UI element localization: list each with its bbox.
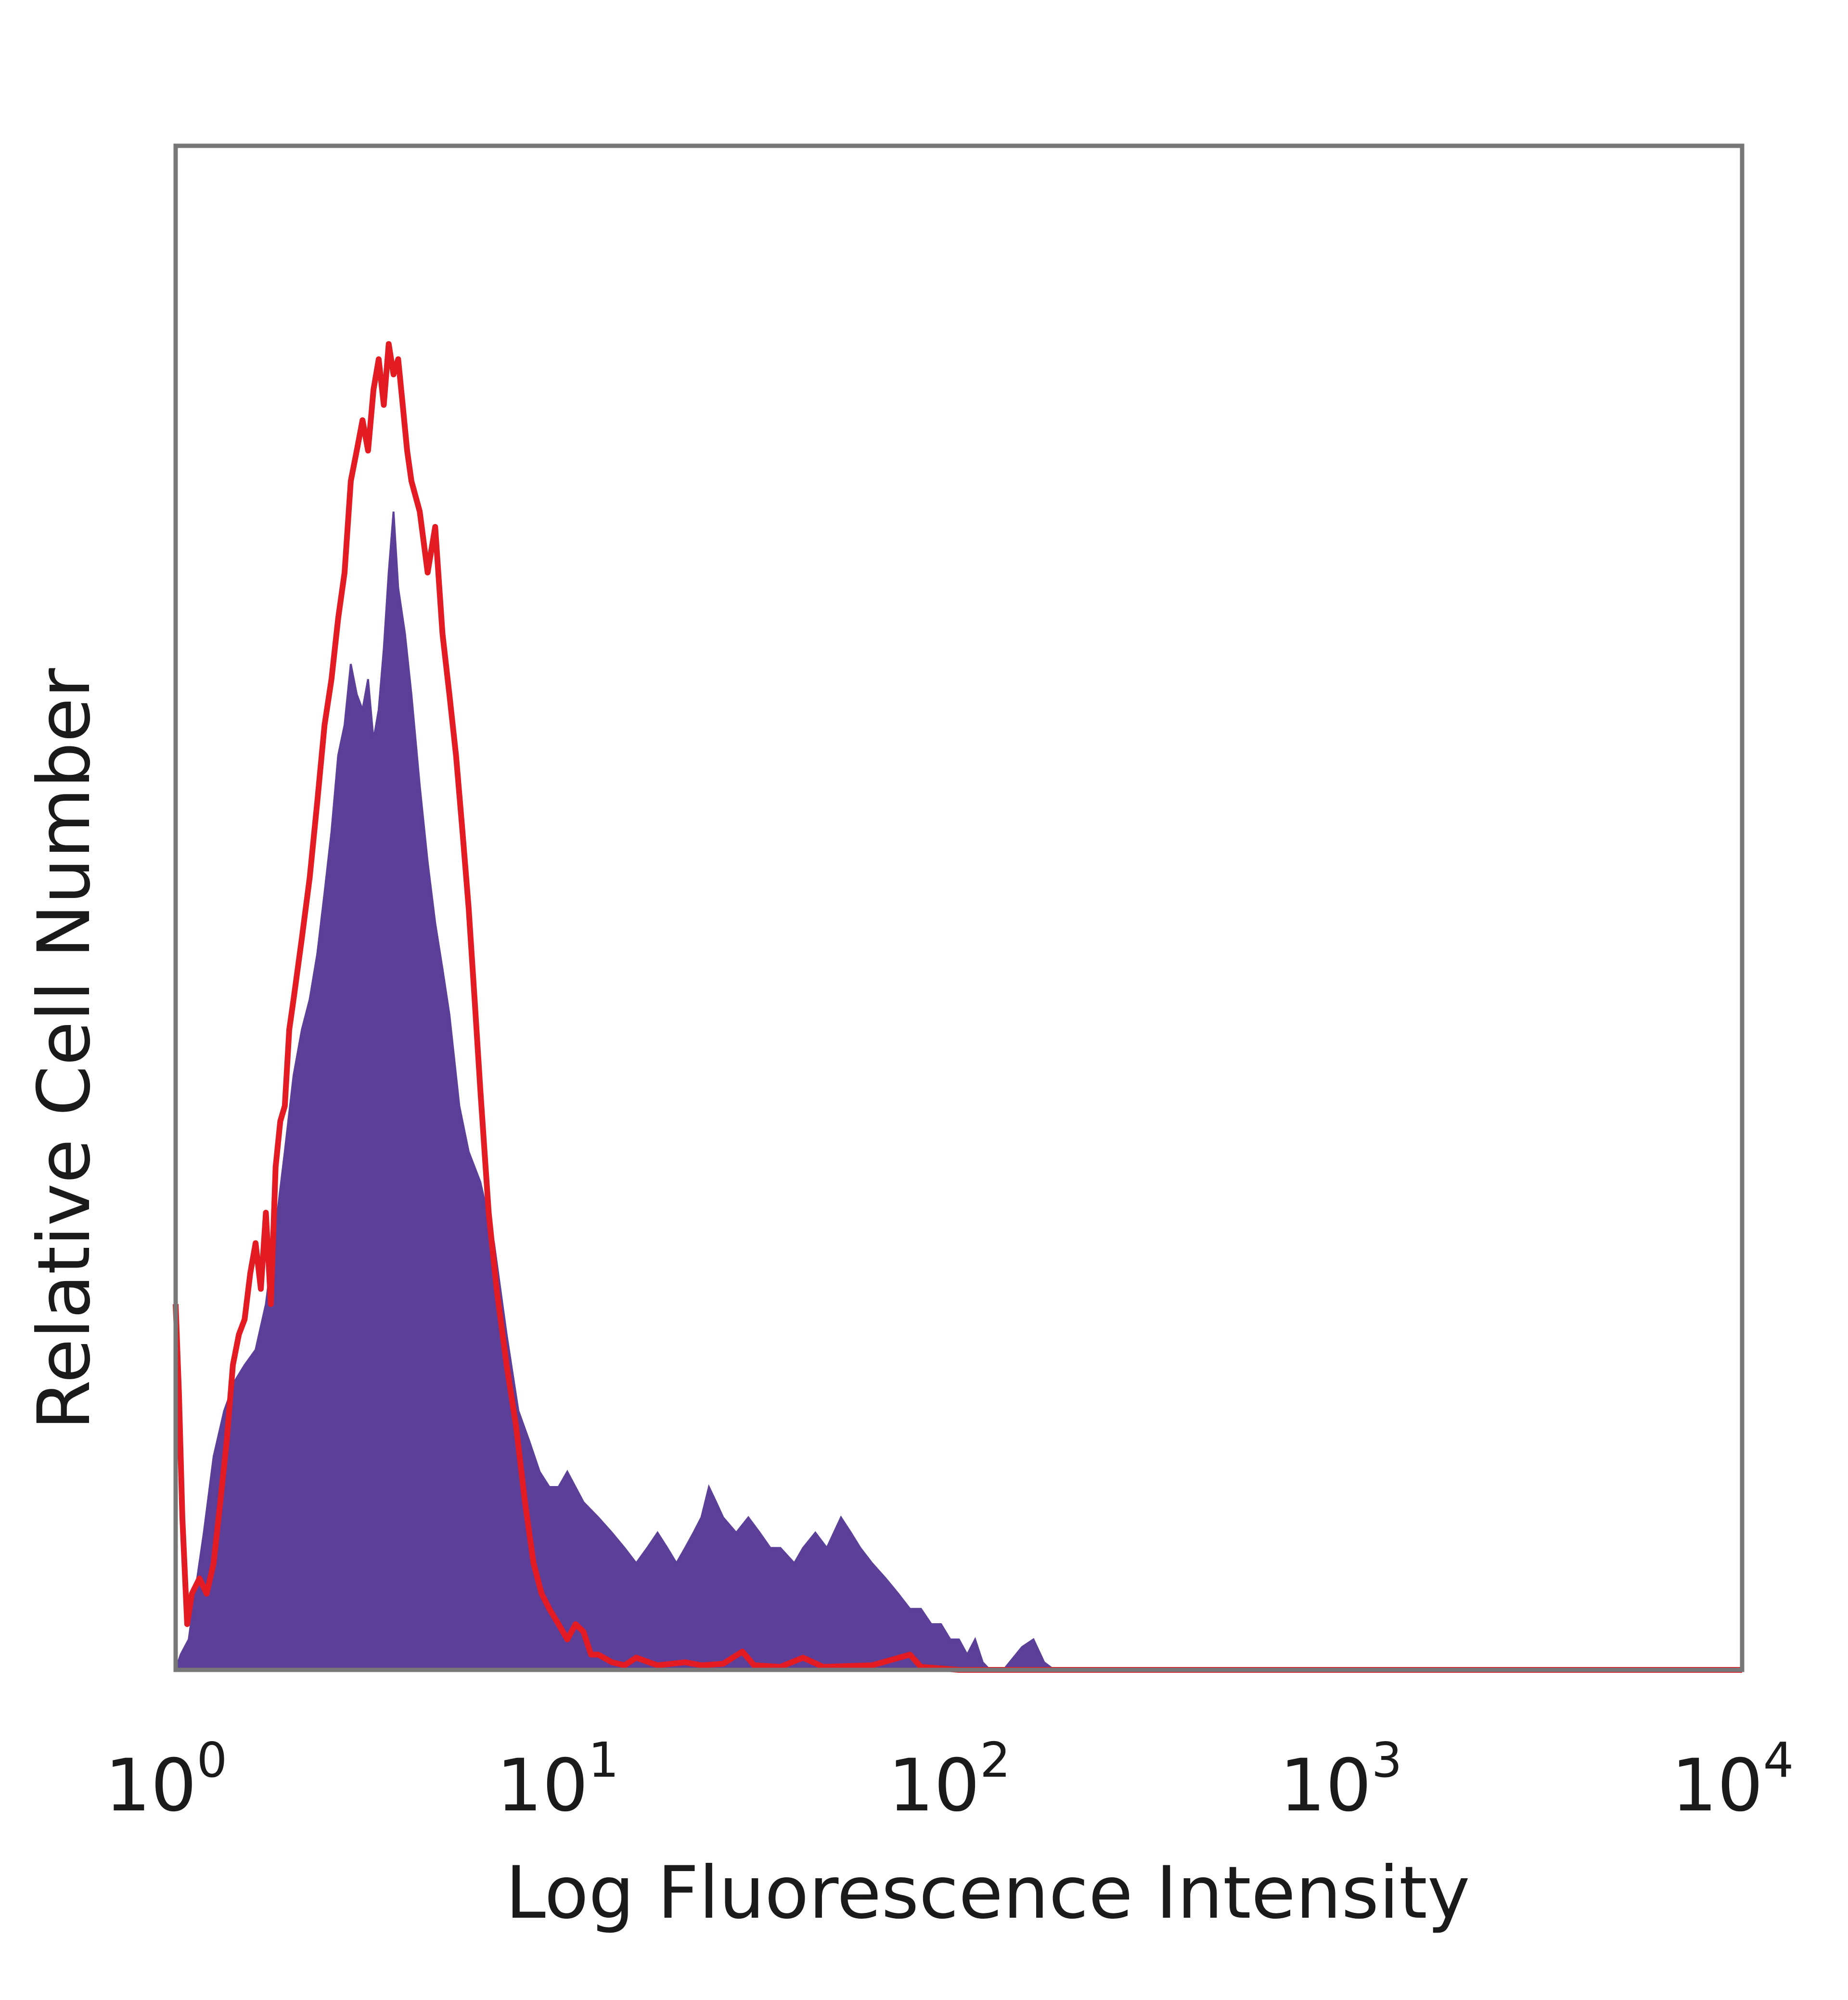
histogram-outline-series [173,341,1742,1673]
histogram-filled-series [174,511,1742,1671]
x-tick-label: 102 [888,1732,1011,1828]
x-tick-exponent: 0 [197,1732,228,1788]
x-tick-base: 10 [1280,1744,1372,1828]
x-tick-base: 10 [888,1744,980,1828]
x-tick-exponent: 1 [588,1732,619,1788]
x-tick-exponent: 2 [980,1732,1011,1788]
y-axis-title: Relative Cell Number [23,668,106,1430]
x-tick-exponent: 4 [1763,1732,1794,1788]
x-axis-title: Log Fluorescence Intensity [505,1851,1470,1935]
x-tick-label: 101 [497,1732,619,1828]
x-tick-labels: 100 101 102 103 104 [105,1732,1794,1828]
plot-frame [173,143,1745,1672]
x-tick-base: 10 [1671,1744,1763,1828]
x-tick-exponent: 3 [1372,1732,1402,1788]
x-tick-label: 100 [105,1732,228,1828]
x-tick-label: 104 [1671,1732,1794,1828]
x-tick-base: 10 [497,1744,589,1828]
x-tick-label: 103 [1280,1732,1402,1828]
x-tick-base: 10 [105,1744,197,1828]
series-layer [173,341,1742,1673]
